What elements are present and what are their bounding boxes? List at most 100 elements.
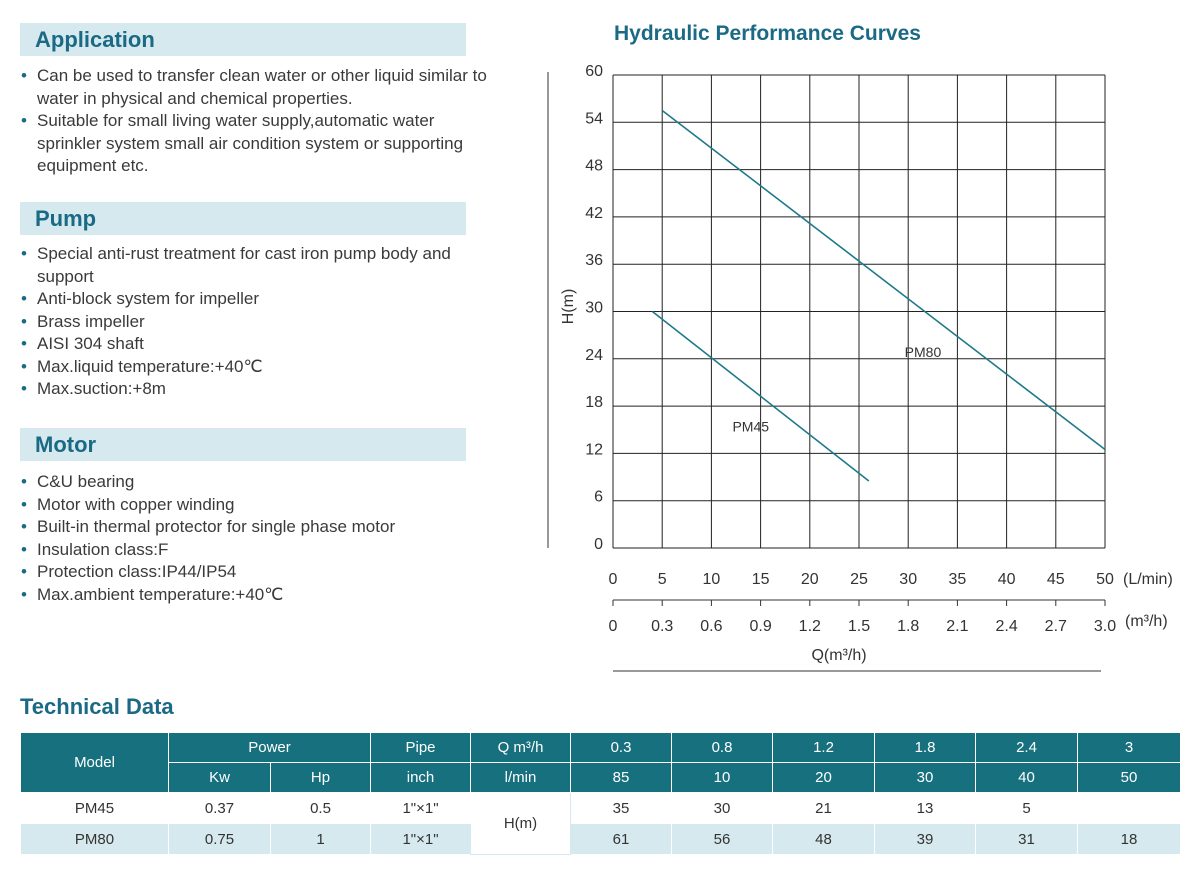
pump-list: Special anti-rust treatment for cast iro… xyxy=(20,243,470,401)
list-item: Brass impeller xyxy=(20,311,470,334)
series-line-pm45 xyxy=(651,310,870,482)
cell-pipe: 1"×1" xyxy=(370,792,471,824)
list-item: Built-in thermal protector for single ph… xyxy=(20,516,490,539)
y-tick-label: 6 xyxy=(594,489,603,506)
x-tick-label-lmin: 15 xyxy=(752,571,770,588)
cell-head: 13 xyxy=(874,792,976,824)
x-tick-label-lmin: 50 xyxy=(1096,571,1114,588)
col-flow: 0.3 xyxy=(570,732,672,763)
x-tick-label-m3h: 0.6 xyxy=(700,618,722,635)
cell-hp: 0.5 xyxy=(270,792,371,824)
chart-title: Hydraulic Performance Curves xyxy=(614,22,921,45)
application-heading-bar: Application xyxy=(20,23,466,56)
table-row: PM45 0.37 0.5 1"×1" H(m) 35 30 21 13 5 xyxy=(20,792,1181,855)
series-label-pm80: PM80 xyxy=(905,344,942,360)
list-item: Max.suction:+8m xyxy=(20,378,470,401)
list-item: Can be used to transfer clean water or o… xyxy=(20,65,490,110)
list-item: Insulation class:F xyxy=(20,539,490,562)
y-tick-label: 30 xyxy=(585,300,603,317)
y-tick-label: 60 xyxy=(585,63,603,80)
x-tick-label-lmin: 25 xyxy=(850,571,868,588)
cell-head: 5 xyxy=(975,792,1078,824)
col-inch: inch xyxy=(370,762,471,793)
y-tick-label: 54 xyxy=(585,110,603,127)
x-tick-label-m3h: 2.4 xyxy=(995,618,1017,635)
cell-model: PM80 xyxy=(20,823,169,855)
list-item: Motor with copper winding xyxy=(20,494,490,517)
x-tick-label-lmin: 0 xyxy=(609,571,618,588)
col-flow-lmin: 30 xyxy=(874,762,976,793)
cell-hp: 1 xyxy=(270,823,371,855)
table-header-row: Kw Hp inch l/min 85 10 20 30 40 50 xyxy=(21,762,1181,793)
x-tick-label-m3h: 0.3 xyxy=(651,618,673,635)
list-item: Max.liquid temperature:+40℃ xyxy=(20,356,470,379)
y-tick-label: 48 xyxy=(585,158,603,175)
motor-heading-bar: Motor xyxy=(20,428,466,461)
cell-head: 30 xyxy=(671,792,773,824)
cell-head: 31 xyxy=(975,823,1078,855)
list-item: Anti-block system for impeller xyxy=(20,288,470,311)
x-tick-label-m3h: 2.7 xyxy=(1045,618,1067,635)
cell-kw: 0.37 xyxy=(168,792,271,824)
table-row: PM80 0.75 1 1"×1" 61 56 48 39 31 18 xyxy=(20,823,1181,855)
cell-head xyxy=(1077,792,1181,824)
y-tick-label: 18 xyxy=(585,394,603,411)
tech-data-table: Model Power Pipe Q m³/h 0.3 0.8 1.2 1.8 … xyxy=(20,732,1181,855)
x-tick-label-m3h: 2.1 xyxy=(946,618,968,635)
col-q: Q m³/h xyxy=(470,732,571,763)
col-flow: 2.4 xyxy=(975,732,1078,763)
col-flow-lmin: 50 xyxy=(1077,762,1181,793)
cell-pipe: 1"×1" xyxy=(370,823,471,855)
cell-model: PM45 xyxy=(20,792,169,824)
col-flow: 1.8 xyxy=(874,732,976,763)
x-tick-label-lmin: 40 xyxy=(998,571,1016,588)
cell-kw: 0.75 xyxy=(168,823,271,855)
y-tick-label: 36 xyxy=(585,252,603,269)
col-flow-lmin: 20 xyxy=(772,762,875,793)
cell-head: 39 xyxy=(874,823,976,855)
cell-head: 61 xyxy=(570,823,672,855)
list-item: AISI 304 shaft xyxy=(20,333,470,356)
x-tick-label-lmin: 10 xyxy=(703,571,721,588)
pump-heading-bar: Pump xyxy=(20,202,466,235)
col-pipe: Pipe xyxy=(370,732,471,763)
list-item: C&U bearing xyxy=(20,471,490,494)
x-tick-label-m3h: 1.5 xyxy=(848,618,870,635)
pump-heading: Pump xyxy=(35,206,97,231)
y-tick-label: 42 xyxy=(585,205,603,222)
x-tick-label-m3h: 3.0 xyxy=(1094,618,1116,635)
cell-head: 48 xyxy=(772,823,875,855)
col-power: Power xyxy=(168,732,371,763)
table-header-row: Model Power Pipe Q m³/h 0.3 0.8 1.2 1.8 … xyxy=(20,732,1181,793)
y-tick-label: 24 xyxy=(585,347,603,364)
col-flow: 3 xyxy=(1077,732,1181,763)
application-heading: Application xyxy=(35,27,155,52)
x-unit-lmin: (L/min) xyxy=(1123,571,1173,588)
x-tick-label-lmin: 45 xyxy=(1047,571,1065,588)
col-kw: Kw xyxy=(168,762,271,793)
motor-list: C&U bearing Motor with copper winding Bu… xyxy=(20,471,490,606)
y-axis-label: H(m) xyxy=(560,289,577,325)
x-tick-label-m3h: 1.2 xyxy=(799,618,821,635)
y-tick-label: 0 xyxy=(594,536,603,553)
application-list: Can be used to transfer clean water or o… xyxy=(20,65,490,178)
col-flow-lmin: 10 xyxy=(671,762,773,793)
list-item: Special anti-rust treatment for cast iro… xyxy=(20,243,470,288)
series-label-pm45: PM45 xyxy=(732,418,769,434)
col-flow-lmin: 85 xyxy=(570,762,672,793)
performance-chart: 0 6 12 18 24 30 36 42 48 54 60 H(m) 0 5 10 15 20 25 30 35 40… xyxy=(547,63,1173,672)
x-tick-label-lmin: 30 xyxy=(899,571,917,588)
list-item: Max.ambient temperature:+40℃ xyxy=(20,584,490,607)
x-tick-label-m3h: 1.8 xyxy=(897,618,919,635)
col-model: Model xyxy=(20,732,169,793)
x-tick-label-lmin: 20 xyxy=(801,571,819,588)
x-unit-m3h: (m³/h) xyxy=(1125,613,1168,630)
x-tick-label-m3h: 0.9 xyxy=(749,618,771,635)
cell-head: 35 xyxy=(570,792,672,824)
y-tick-label: 12 xyxy=(585,441,603,458)
x-tick-label-lmin: 35 xyxy=(949,571,967,588)
col-flow: 0.8 xyxy=(671,732,773,763)
col-flow: 1.2 xyxy=(772,732,875,763)
cell-head-unit: H(m) xyxy=(470,792,571,855)
tech-data-title: Technical Data xyxy=(20,694,174,719)
